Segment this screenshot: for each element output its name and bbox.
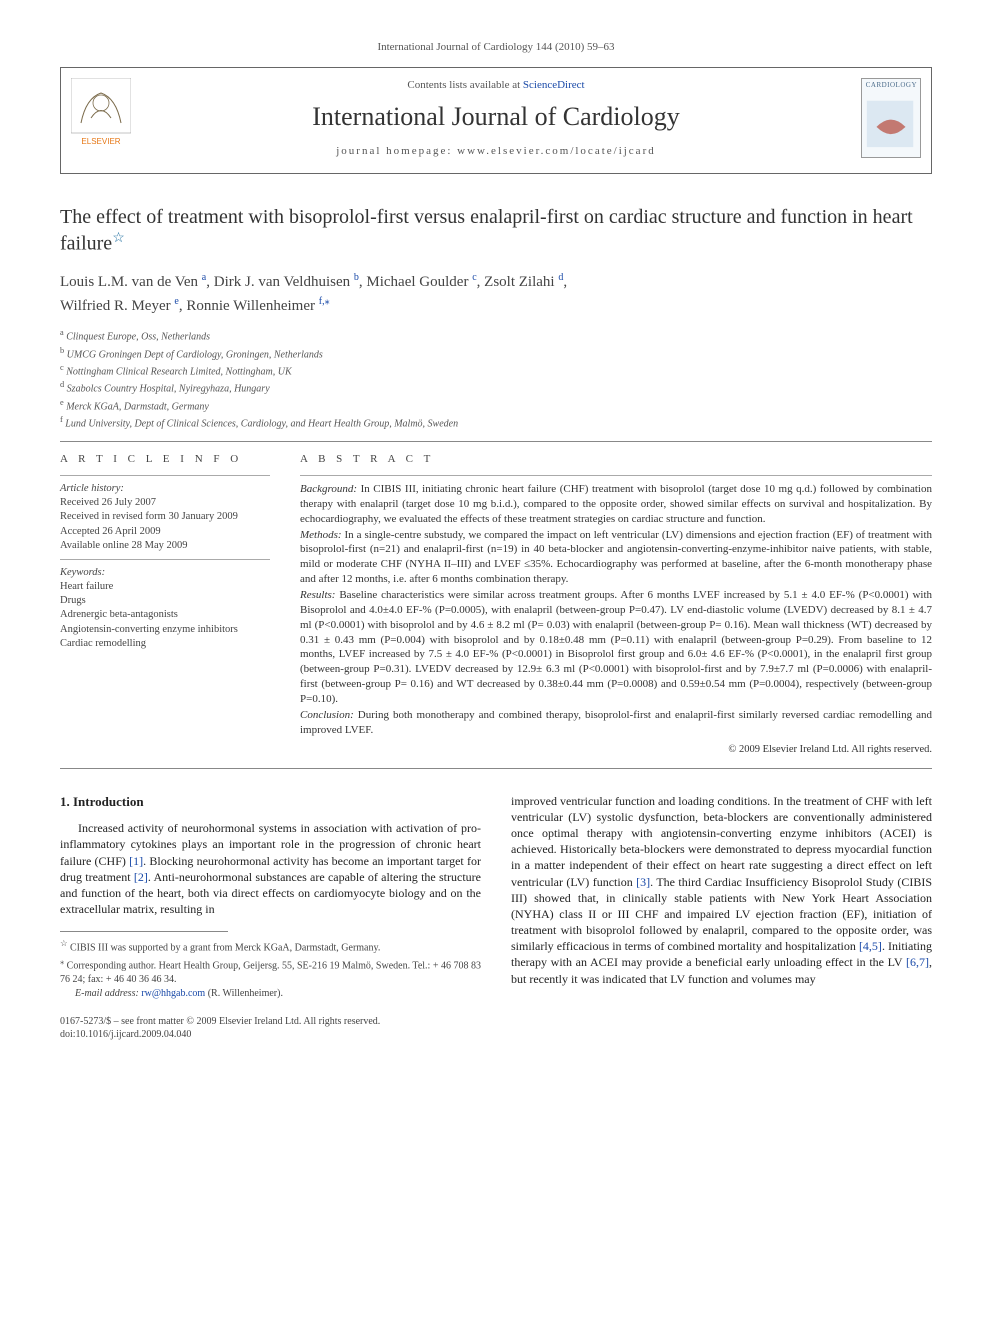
abstract-column: A B S T R A C T Background: In CIBIS III… (300, 452, 932, 757)
email-link[interactable]: rw@hhgab.com (141, 988, 205, 999)
intro-paragraph-2: improved ventricular function and loadin… (511, 793, 932, 987)
received-date: Received 26 July 2007 (60, 496, 270, 510)
ref-3-link[interactable]: [3] (636, 875, 650, 889)
title-text: The effect of treatment with bisoprolol-… (60, 206, 913, 255)
author-1: Louis L.M. van de Ven (60, 274, 202, 290)
contents-label: Contents lists available at (407, 79, 522, 91)
ref-2-link[interactable]: [2] (134, 870, 148, 884)
abstract-methods: In a single-centre substudy, we compared… (300, 529, 932, 586)
doi-line: doi:10.1016/j.ijcard.2009.04.040 (60, 1028, 481, 1042)
abstract-methods-label: Methods: (300, 529, 345, 541)
ref-1-link[interactable]: [1] (129, 854, 143, 868)
cover-label: CARDIOLOGY (862, 79, 920, 92)
author-4-affil: d (558, 272, 563, 283)
keyword-5: Cardiac remodelling (60, 637, 270, 651)
elsevier-logo: ELSEVIER (71, 78, 131, 148)
keyword-1: Heart failure (60, 580, 270, 594)
author-2: , Dirk J. van Veldhuisen (206, 274, 354, 290)
article-history-label: Article history: (60, 482, 270, 496)
accepted-date: Accepted 26 April 2009 (60, 525, 270, 539)
affil-a: Clinquest Europe, Oss, Netherlands (66, 332, 210, 343)
email-suffix: (R. Willenheimer). (205, 988, 283, 999)
author-5: Wilfried R. Meyer (60, 298, 174, 314)
abstract-results-label: Results: (300, 589, 339, 601)
info-abstract-row: a r t i c l e i n f o Article history: R… (60, 452, 932, 757)
keyword-2: Drugs (60, 594, 270, 608)
running-head: International Journal of Cardiology 144 … (60, 40, 932, 55)
article-info-column: a r t i c l e i n f o Article history: R… (60, 452, 270, 757)
divider (60, 768, 932, 769)
affil-d: Szabolcs Country Hospital, Nyiregyhaza, … (67, 384, 270, 395)
ref-4-5-link[interactable]: [4,5] (859, 939, 882, 953)
email-label: E-mail address: (75, 988, 141, 999)
abstract-copyright: © 2009 Elsevier Ireland Ltd. All rights … (300, 743, 932, 757)
title-footnote-star-icon: ☆ (112, 231, 125, 246)
divider (60, 441, 932, 442)
online-date: Available online 28 May 2009 (60, 539, 270, 553)
corresponding-footnote: Corresponding author. Heart Health Group… (60, 960, 481, 985)
keyword-3: Adrenergic beta-antagonists (60, 608, 270, 622)
abstract-background: In CIBIS III, initiating chronic heart f… (300, 483, 932, 525)
section-1-heading: 1. Introduction (60, 793, 481, 811)
affil-b: UMCG Groningen Dept of Cardiology, Groni… (67, 349, 323, 360)
keywords-label: Keywords: (60, 566, 270, 580)
journal-header-box: ELSEVIER CARDIOLOGY Contents lists avail… (60, 67, 932, 174)
abstract-results: Baseline characteristics were similar ac… (300, 589, 932, 705)
journal-homepage: journal homepage: www.elsevier.com/locat… (151, 144, 841, 159)
footnote-divider (60, 931, 228, 932)
author-list: Louis L.M. van de Ven a, Dirk J. van Vel… (60, 270, 932, 317)
affil-f: Lund University, Dept of Clinical Scienc… (65, 418, 458, 429)
abstract-conclusion: During both monotherapy and combined the… (300, 709, 932, 736)
journal-title: International Journal of Cardiology (151, 99, 841, 134)
author-4: , Zsolt Zilahi (477, 274, 559, 290)
sciencedirect-link[interactable]: ScienceDirect (523, 79, 585, 91)
abstract-background-label: Background: (300, 483, 361, 495)
journal-cover-thumbnail: CARDIOLOGY (861, 78, 921, 158)
contents-list-line: Contents lists available at ScienceDirec… (151, 78, 841, 93)
author-6: , Ronnie Willenheimer (179, 298, 319, 314)
article-info-heading: a r t i c l e i n f o (60, 452, 270, 467)
affiliation-list: a Clinquest Europe, Oss, Netherlands b U… (60, 327, 932, 431)
abstract-conclusion-label: Conclusion: (300, 709, 358, 721)
affil-c: Nottingham Clinical Research Limited, No… (66, 366, 291, 377)
svg-text:ELSEVIER: ELSEVIER (81, 137, 120, 146)
corresponding-author-icon: ⁎ (325, 296, 330, 307)
issn-line: 0167-5273/$ – see front matter © 2009 El… (60, 1015, 481, 1029)
ref-6-7-link[interactable]: [6,7] (906, 955, 929, 969)
affil-e: Merck KGaA, Darmstadt, Germany (66, 401, 209, 412)
footnotes: ☆ CIBIS III was supported by a grant fro… (60, 938, 481, 1001)
revised-date: Received in revised form 30 January 2009 (60, 510, 270, 524)
keyword-4: Angiotensin-converting enzyme inhibitors (60, 623, 270, 637)
funding-footnote: CIBIS III was supported by a grant from … (67, 943, 380, 954)
article-title: The effect of treatment with bisoprolol-… (60, 204, 932, 257)
abstract-heading: A B S T R A C T (300, 452, 932, 467)
author-3: , Michael Goulder (359, 274, 472, 290)
intro-paragraph-1: Increased activity of neurohormonal syst… (60, 820, 481, 917)
body-text: 1. Introduction Increased activity of ne… (60, 793, 932, 1042)
